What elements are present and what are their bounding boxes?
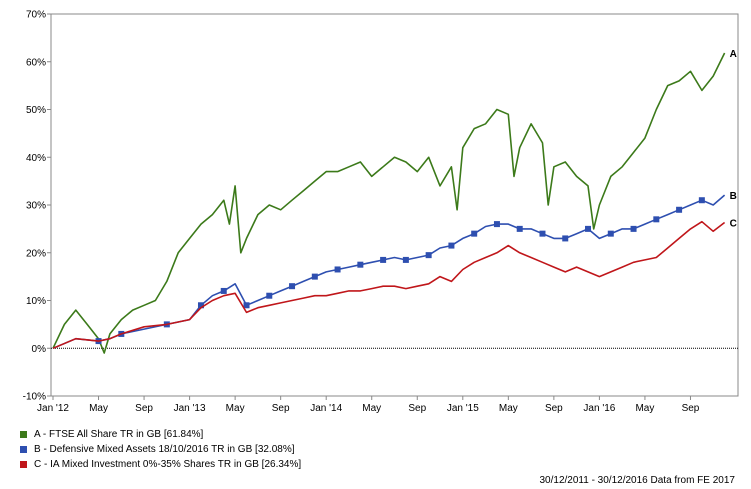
series-marker-b [585,225,592,232]
x-tick-label: May [635,403,654,414]
legend-swatch-b [20,446,27,453]
legend-label-b: B - Defensive Mixed Assets 18/10/2016 TR… [34,444,295,455]
series-end-label-c: C [730,218,737,229]
series-end-label-b: B [730,191,737,202]
y-tick-label: 10% [26,296,46,307]
legend-label-a: A - FTSE All Share TR in GB [61.84%] [34,429,204,440]
series-marker-b [197,302,204,309]
series-marker-b [289,283,296,290]
x-axis-ticks: Jan '12 May Sep Jan '13 May Sep Jan '14 May Sep J… [37,396,700,414]
legend-item-a: A - FTSE All Share TR in GB [61.84%] [20,427,301,442]
legend-item-b: B - Defensive Mixed Assets 18/10/2016 TR… [20,442,301,457]
series-end-label-a: A [730,49,737,60]
series-marker-b [676,206,683,213]
series-marker-b [607,230,614,237]
series-line-c [52,220,726,350]
y-tick-label: 20% [26,248,46,259]
series-marker-b [448,242,455,249]
x-tick-label: Jan '16 [583,403,615,414]
series-marker-b [220,287,227,294]
series-marker-b [311,273,318,280]
y-tick-label: 40% [26,153,46,164]
series-marker-b [653,216,660,223]
series-marker-b [402,256,409,263]
series-group: A B C [52,49,737,354]
x-tick-label: Jan '13 [174,403,206,414]
x-tick-label: Sep [545,403,563,414]
x-tick-label: May [362,403,381,414]
series-marker-b [380,256,387,263]
x-tick-label: May [226,403,245,414]
legend-swatch-a [20,431,27,438]
y-axis-ticks: -10% 0% 10% 20% 30% 40% 50% 60% 70% [23,10,51,403]
x-tick-label: May [89,403,108,414]
series-marker-b [357,261,364,268]
x-tick-label: Sep [135,403,153,414]
legend-label-c: C - IA Mixed Investment 0%-35% Shares TR… [34,459,302,470]
legend: A - FTSE All Share TR in GB [61.84%] B -… [20,427,301,472]
x-tick-label: Sep [682,403,700,414]
series-marker-b [493,221,500,228]
series-marker-b [562,235,569,242]
series-marker-b [266,292,273,299]
x-tick-label: Sep [408,403,426,414]
y-tick-label: -10% [23,392,46,403]
series-marker-b [516,225,523,232]
legend-swatch-c [20,461,27,468]
series-marker-b [425,252,432,259]
series-line-b [52,194,726,350]
series-marker-b [243,302,250,309]
series-marker-b [471,230,478,237]
series-marker-b [630,225,637,232]
x-tick-label: May [499,403,518,414]
y-tick-label: 0% [32,344,47,355]
x-tick-label: Jan '12 [37,403,69,414]
legend-item-c: C - IA Mixed Investment 0%-35% Shares TR… [20,457,301,472]
y-tick-label: 30% [26,201,46,212]
x-tick-label: Jan '15 [447,403,479,414]
series-marker-b [539,230,546,237]
y-tick-label: 70% [26,10,46,21]
series-marker-b [698,197,705,204]
y-tick-label: 60% [26,57,46,68]
series-line-a [52,52,726,354]
footer-date-range: 30/12/2011 - 30/12/2016 Data from FE 201… [539,475,735,486]
series-marker-b [334,266,341,273]
y-tick-label: 50% [26,105,46,116]
plot-area [50,13,739,397]
x-tick-label: Jan '14 [310,403,342,414]
x-tick-label: Sep [272,403,290,414]
